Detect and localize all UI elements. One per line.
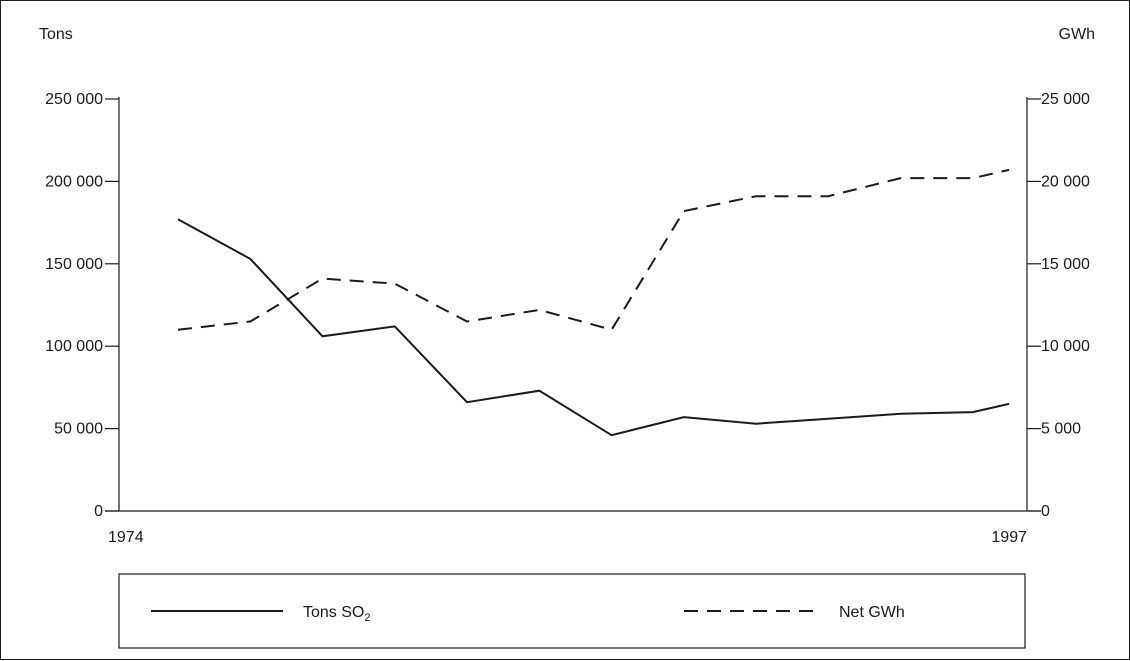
series-layer [177, 168, 1010, 437]
right-axis-label: GWh [1059, 26, 1095, 43]
right-axis-ticks: 0 5 000 10 000 15 000 20 000 25 000 [1027, 91, 1090, 520]
series-line-tons-so2 [177, 218, 1010, 437]
x-axis-tick-label-end: 1997 [991, 529, 1027, 546]
left-axis-ticks: 0 50 000 100 000 150 000 200 000 250 000 [45, 91, 119, 520]
x-axis-tick-labels: 1974 1997 [108, 529, 1027, 546]
right-axis-tick-label: 25 000 [1041, 91, 1090, 108]
left-axis-tick-label: 100 000 [45, 338, 103, 355]
legend-label-tons-so2: Tons SO2 [303, 604, 370, 624]
left-axis-tick-label: 50 000 [54, 421, 103, 438]
left-axis-tick-label: 250 000 [45, 91, 103, 108]
x-axis-tick-label-start: 1974 [108, 529, 144, 546]
legend-label-net-gwh: Net GWh [839, 604, 905, 621]
right-axis-tick-label: 5 000 [1041, 421, 1081, 438]
legend-box [118, 573, 1026, 649]
left-axis-tick-label: 0 [94, 503, 103, 520]
right-axis-tick-label: 20 000 [1041, 173, 1090, 190]
right-axis-tick-label: 10 000 [1041, 338, 1090, 355]
series-line-net-gwh [177, 168, 1010, 331]
right-axis-tick-label: 0 [1041, 503, 1050, 520]
right-axis-tick-label: 15 000 [1041, 256, 1090, 273]
legend: Tons SO2 Net GWh [151, 604, 905, 624]
left-axis-label: Tons [39, 26, 73, 43]
left-axis-tick-label: 200 000 [45, 173, 103, 190]
left-axis-tick-label: 150 000 [45, 256, 103, 273]
